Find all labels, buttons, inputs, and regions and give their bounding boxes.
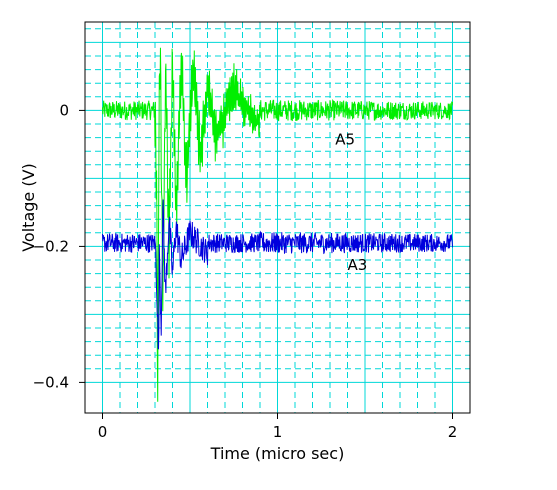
series-label-a5: A5	[335, 130, 355, 148]
x-tick-label: 2	[448, 423, 458, 441]
y-axis-label: Voltage (V)	[19, 163, 38, 252]
y-tick-label: −0.2	[33, 237, 69, 255]
series-group: A5 A3	[102, 47, 453, 402]
series-label-a3: A3	[348, 256, 368, 274]
x-tick-label: 1	[273, 423, 283, 441]
y-tick-label: −0.4	[33, 373, 69, 391]
tick-labels: 0 1 2 0 −0.2 −0.4	[33, 101, 458, 441]
ticks	[79, 109, 453, 419]
series-line-a3	[102, 199, 453, 350]
x-axis-label: Time (micro sec)	[210, 444, 345, 463]
grid	[85, 22, 470, 413]
y-tick-label: 0	[59, 101, 69, 119]
series-line-a5	[102, 47, 453, 402]
x-tick-label: 0	[98, 423, 108, 441]
